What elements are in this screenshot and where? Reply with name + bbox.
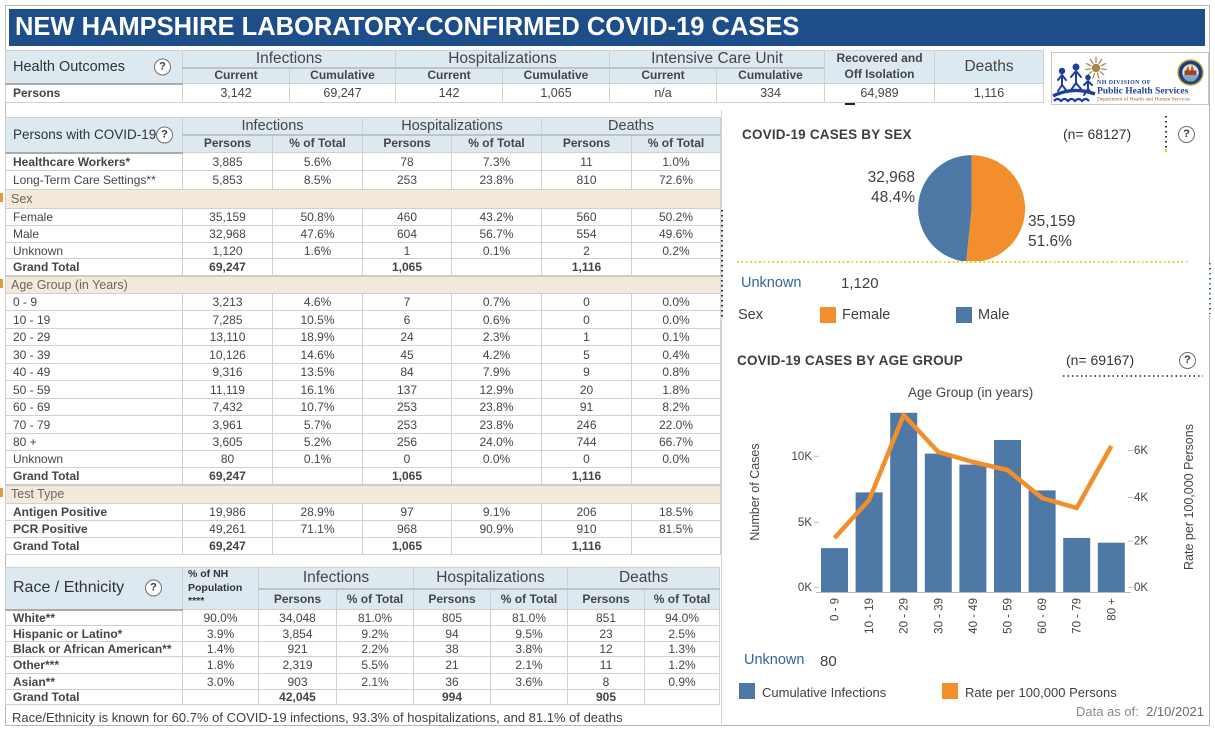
svg-text:50 - 59: 50 - 59 [1003, 598, 1015, 634]
svg-text:Rate per 100,000 Persons: Rate per 100,000 Persons [1182, 424, 1196, 570]
svg-text:70 - 79: 70 - 79 [1072, 598, 1084, 634]
svg-text:6K: 6K [1134, 445, 1148, 457]
svg-text:30 - 39: 30 - 39 [933, 598, 945, 634]
svg-text:0 - 9: 0 - 9 [830, 598, 842, 621]
svg-text:0K: 0K [798, 582, 812, 594]
svg-text:2K: 2K [1134, 536, 1148, 548]
svg-text:Department of Health and Human: Department of Health and Human Services [1097, 96, 1190, 103]
svg-text:Number of Cases: Number of Cases [748, 443, 762, 540]
svg-text:60 - 69: 60 - 69 [1037, 598, 1049, 634]
svg-text:80 +: 80 + [1106, 598, 1118, 621]
svg-text:10K: 10K [792, 451, 813, 463]
svg-text:10 - 19: 10 - 19 [864, 598, 876, 634]
svg-text:0K: 0K [1134, 582, 1148, 594]
svg-text:20 - 29: 20 - 29 [899, 598, 911, 634]
svg-text:4K: 4K [1134, 492, 1148, 504]
svg-text:NH DIVISION OF: NH DIVISION OF [1097, 80, 1151, 86]
svg-text:5K: 5K [798, 517, 812, 529]
svg-text:40 - 49: 40 - 49 [968, 598, 980, 634]
svg-text:Public Health Services: Public Health Services [1097, 87, 1189, 97]
